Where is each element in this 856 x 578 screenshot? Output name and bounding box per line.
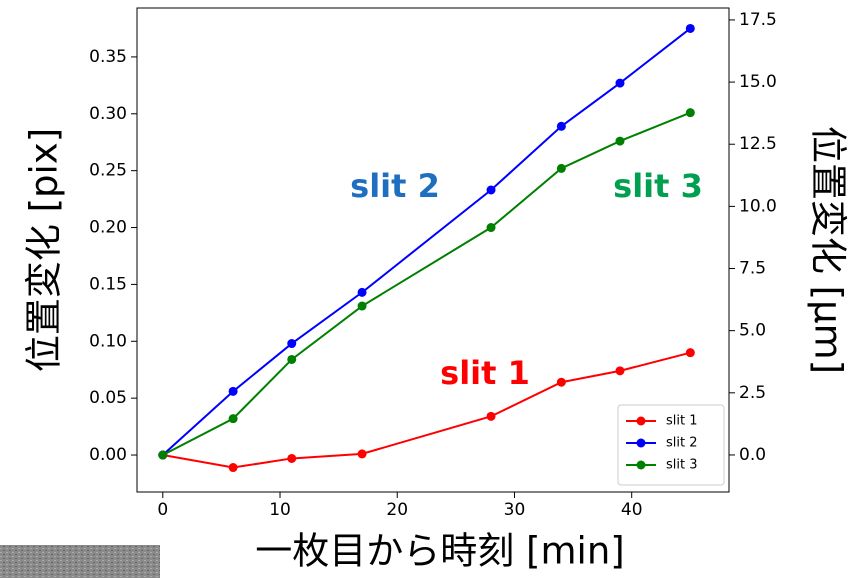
y2-tick-label: 15.0 bbox=[739, 72, 777, 92]
annotation: slit 1 bbox=[440, 354, 530, 392]
y-tick-label: 0.30 bbox=[89, 104, 127, 124]
data-point bbox=[487, 412, 496, 421]
x-tick-label: 30 bbox=[504, 500, 526, 520]
data-point bbox=[615, 137, 624, 146]
y2-tick-label: 0.0 bbox=[739, 445, 766, 465]
x-tick-label: 20 bbox=[386, 500, 408, 520]
legend-label: slit 2 bbox=[666, 436, 698, 451]
y2-tick-label: 2.5 bbox=[739, 383, 766, 403]
y-axis-label: 位置変化 [pix] bbox=[23, 128, 66, 372]
data-point bbox=[487, 185, 496, 194]
y2-tick-label: 12.5 bbox=[739, 134, 777, 154]
data-point bbox=[229, 463, 238, 472]
page: 一枚目から時刻 [min] 位置変化 [pix] 位置変化 [µm] 0 10 20… bbox=[0, 0, 856, 578]
data-point bbox=[686, 348, 695, 357]
data-point bbox=[287, 355, 296, 364]
series-line bbox=[163, 113, 691, 455]
y2-tick-label: 7.5 bbox=[739, 259, 766, 279]
legend-label: slit 3 bbox=[666, 458, 698, 473]
y-tick-label: 0.15 bbox=[89, 274, 127, 294]
data-point bbox=[229, 414, 238, 423]
series-line bbox=[163, 28, 691, 455]
data-point bbox=[686, 108, 695, 117]
data-point bbox=[557, 378, 566, 387]
legend-marker bbox=[637, 461, 646, 470]
y2-axis-label: 位置変化 [µm] bbox=[807, 126, 850, 374]
annotation: slit 3 bbox=[613, 167, 703, 205]
data-point bbox=[557, 164, 566, 173]
x-tick-label: 10 bbox=[269, 500, 291, 520]
x-tick-label: 40 bbox=[621, 500, 643, 520]
data-point bbox=[557, 122, 566, 131]
data-point bbox=[615, 366, 624, 375]
x-tick-label: 0 bbox=[157, 500, 168, 520]
legend-label: slit 1 bbox=[666, 414, 698, 429]
data-point bbox=[158, 451, 167, 460]
data-point bbox=[686, 24, 695, 33]
data-point bbox=[358, 288, 367, 297]
y2-tick-label: 10.0 bbox=[739, 196, 777, 216]
image-fragment-texture bbox=[0, 545, 160, 578]
data-point bbox=[287, 454, 296, 463]
y-tick-label: 0.10 bbox=[89, 331, 127, 351]
x-axis-label: 一枚目から時刻 [min] bbox=[255, 530, 624, 573]
legend-marker bbox=[637, 439, 646, 448]
y2-tick-label: 5.0 bbox=[739, 321, 766, 341]
data-point bbox=[615, 79, 624, 88]
y-tick-label: 0.00 bbox=[89, 445, 127, 465]
data-point bbox=[358, 302, 367, 311]
data-point bbox=[487, 223, 496, 232]
chart: 一枚目から時刻 [min] 位置変化 [pix] 位置変化 [µm] 0 10 20… bbox=[0, 0, 856, 578]
legend-marker bbox=[637, 417, 646, 426]
data-point bbox=[287, 339, 296, 348]
y-tick-label: 0.20 bbox=[89, 218, 127, 238]
data-point bbox=[229, 387, 238, 396]
y2-tick-label: 17.5 bbox=[739, 10, 777, 30]
data-point bbox=[358, 449, 367, 458]
y-tick-label: 0.35 bbox=[89, 47, 127, 67]
y-tick-label: 0.05 bbox=[89, 388, 127, 408]
annotation: slit 2 bbox=[350, 167, 440, 205]
y-tick-label: 0.25 bbox=[89, 161, 127, 181]
